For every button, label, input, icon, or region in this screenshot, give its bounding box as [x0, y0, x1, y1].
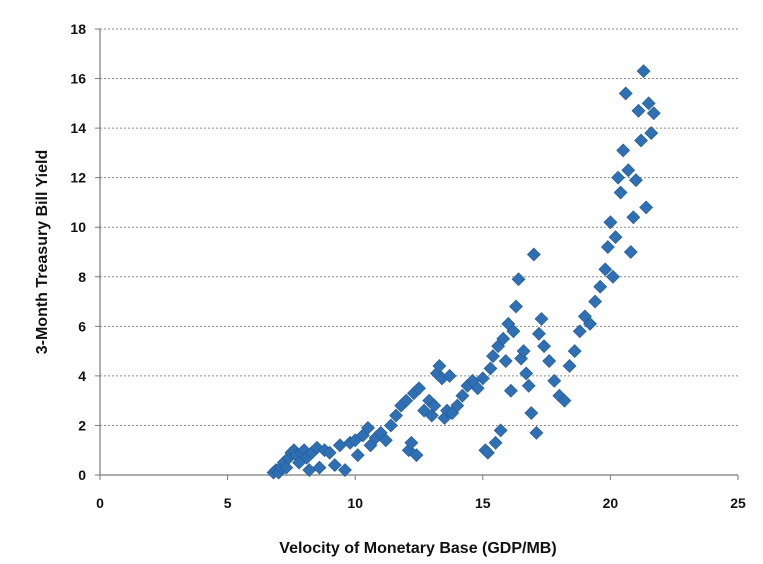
x-tick-label: 0 [96, 495, 104, 511]
data-point [424, 408, 439, 423]
y-tick-label: 6 [78, 318, 86, 334]
x-tick-label: 25 [730, 495, 746, 511]
y-tick-label: 14 [70, 120, 86, 136]
data-point [639, 200, 654, 215]
data-point [598, 262, 613, 277]
data-point [399, 393, 414, 408]
data-point [557, 393, 572, 408]
data-point [332, 438, 347, 453]
data-point [322, 445, 337, 460]
tick-labels: 0 2 4 6 8 10 12 14 16 18 0 5 10 15 20 25 [70, 21, 746, 511]
data-point [526, 247, 541, 262]
data-point [521, 378, 536, 393]
data-point [483, 361, 498, 376]
data-point [455, 388, 470, 403]
y-axis-title: 3-Month Treasury Bill Yield [34, 150, 51, 355]
data-point [475, 371, 490, 386]
data-point [338, 463, 352, 477]
x-tick-label: 15 [475, 495, 491, 511]
data-point [409, 448, 424, 463]
data-point [562, 359, 577, 373]
data-point [384, 418, 398, 433]
data-point [412, 381, 426, 396]
y-tick-label: 8 [78, 269, 86, 285]
data-point [621, 163, 636, 178]
data-point [542, 354, 557, 368]
data-point [613, 185, 628, 200]
x-tick-label: 20 [603, 495, 619, 511]
data-point [593, 279, 608, 294]
y-tick-label: 12 [70, 170, 86, 186]
data-point [493, 423, 508, 438]
x-tick-label: 10 [347, 495, 363, 511]
data-point [626, 210, 641, 225]
data-point [427, 398, 442, 413]
data-point [516, 344, 531, 359]
data-point [616, 143, 631, 158]
data-points [266, 64, 661, 480]
data-point [588, 294, 603, 309]
y-tick-label: 4 [78, 368, 86, 384]
data-point [537, 339, 551, 354]
data-point [524, 406, 539, 420]
data-point [498, 354, 513, 368]
data-point [361, 420, 375, 435]
data-point [606, 269, 620, 284]
x-tick-label: 5 [224, 495, 232, 511]
data-point [641, 96, 656, 111]
data-point [611, 170, 625, 185]
data-point [600, 240, 615, 254]
data-point [488, 435, 503, 450]
data-point [636, 64, 651, 79]
data-point [404, 435, 419, 450]
data-point [470, 381, 485, 396]
data-point [631, 103, 646, 118]
data-point [583, 316, 597, 331]
data-point [532, 326, 546, 341]
data-point [634, 133, 648, 148]
data-point [608, 230, 623, 245]
y-tick-label: 0 [78, 467, 86, 483]
data-point [618, 86, 633, 101]
data-point [628, 173, 643, 188]
data-point [378, 433, 393, 448]
data-point [646, 106, 661, 121]
data-point [644, 126, 659, 140]
data-point [509, 299, 523, 314]
data-point [519, 366, 534, 381]
data-point [547, 373, 562, 388]
data-point [389, 408, 403, 423]
data-point [623, 245, 638, 259]
data-point [327, 458, 342, 473]
data-point [312, 460, 327, 475]
data-point [432, 359, 447, 373]
data-point [496, 331, 511, 346]
data-point [529, 425, 544, 440]
axes-layer [95, 28, 739, 480]
data-point [450, 398, 465, 413]
y-tick-label: 16 [70, 71, 86, 87]
y-tick-label: 18 [70, 21, 86, 37]
data-point [480, 445, 495, 460]
data-point [350, 448, 365, 463]
data-point [511, 272, 526, 287]
data-point [503, 383, 518, 398]
data-point [572, 324, 587, 339]
data-point [279, 460, 294, 475]
data-point [567, 344, 582, 359]
data-point [603, 215, 618, 230]
data-point [534, 311, 549, 326]
y-tick-label: 10 [70, 219, 86, 235]
data-point [486, 349, 500, 363]
grid-layer [100, 28, 738, 426]
x-axis-title: Velocity of Monetary Base (GDP/MB) [279, 540, 556, 557]
data-point [506, 324, 521, 339]
data-point [442, 368, 457, 383]
y-tick-label: 2 [78, 417, 86, 433]
